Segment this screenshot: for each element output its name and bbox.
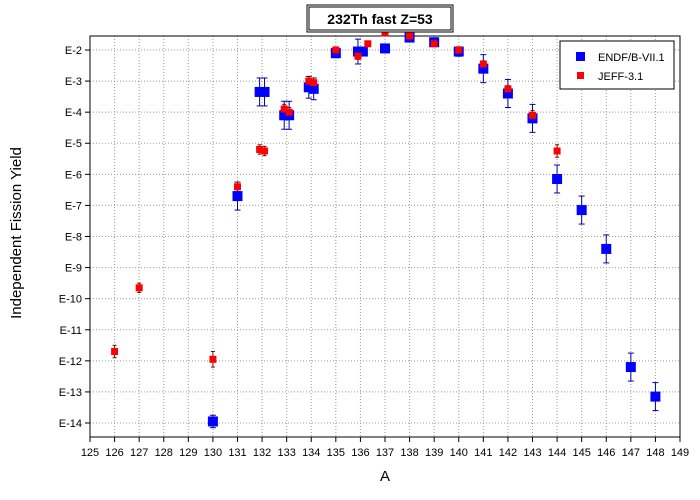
- x-tick-label: 147: [622, 447, 640, 459]
- legend-swatch-jeff: [577, 72, 584, 79]
- jeff-data-point: [256, 145, 264, 153]
- grid: [90, 36, 680, 437]
- x-tick-label: 125: [81, 447, 99, 459]
- y-tick-label: E-6: [65, 169, 82, 181]
- y-tick-label: E-8: [65, 232, 82, 244]
- jeff-data-point: [305, 77, 313, 85]
- endf-data-point: [650, 391, 661, 402]
- jeff-data-point: [364, 40, 372, 48]
- jeff-data-point: [111, 348, 119, 356]
- x-tick-label: 129: [179, 447, 197, 459]
- y-tick-label: E-2: [65, 45, 82, 57]
- legend-swatch-endf: [576, 52, 585, 61]
- x-tick-label: 142: [499, 447, 517, 459]
- jeff-data-point: [332, 46, 340, 54]
- legend-frame: [559, 40, 675, 90]
- endf-data-point: [576, 205, 587, 216]
- x-tick-label: 146: [597, 447, 615, 459]
- jeff-data-point: [406, 32, 414, 40]
- endf-data-point: [502, 88, 513, 99]
- x-tick-label: 130: [204, 447, 222, 459]
- y-tick-label: E-13: [59, 387, 82, 399]
- endf-data-point: [308, 83, 319, 94]
- y-axis-title: Independent Fission Yield: [8, 147, 25, 319]
- legend-label-jeff: JEFF-3.1: [598, 71, 643, 83]
- jeff-data-point: [455, 46, 463, 54]
- x-tick-label: 138: [400, 447, 418, 459]
- jeff-data-point: [479, 60, 487, 68]
- y-tick-label: E-14: [59, 418, 82, 430]
- endf-data-point: [380, 43, 390, 54]
- x-tick-label: 149: [671, 447, 689, 459]
- legend: ENDF/B-VII.1 JEFF-3.1: [559, 40, 675, 90]
- endf-data-point: [601, 243, 612, 254]
- x-tick-label: 136: [351, 447, 369, 459]
- x-tick-label: 144: [548, 447, 566, 459]
- endf-data-point: [207, 416, 218, 427]
- jeff-data-point: [430, 40, 438, 48]
- x-tick-label: 135: [327, 447, 345, 459]
- jeff-data-point: [553, 147, 561, 155]
- x-tick-label: 134: [302, 447, 320, 459]
- chart-title: 232Th fast Z=53: [327, 11, 433, 27]
- legend-label-endf: ENDF/B-VII.1: [598, 52, 665, 64]
- jeff-data-point: [285, 108, 293, 116]
- endf-data-point: [478, 63, 489, 74]
- y-tick-label: E-10: [59, 294, 82, 306]
- x-tick-label: 127: [130, 447, 148, 459]
- y-tick-label: E-7: [65, 200, 82, 212]
- chart-title-box: 232Th fast Z=53: [306, 4, 454, 33]
- x-tick-label: 126: [105, 447, 123, 459]
- jeff-data-point: [280, 105, 288, 113]
- title-inner-frame: [308, 6, 452, 31]
- jeff-data-point: [261, 147, 269, 155]
- endf-data-point: [552, 173, 563, 184]
- y-tick-label: E-11: [60, 325, 82, 337]
- jeff-data-point: [209, 355, 217, 363]
- jeff-data-point: [504, 85, 512, 93]
- data-markers: [111, 29, 661, 427]
- x-tick-label: 128: [155, 447, 173, 459]
- y-axis: E-2 E-3 E-4 E-5 E-6 E-7 E-8 E-9 E-10 E-11 E-12 E-13…: [59, 45, 90, 430]
- x-tick-label: 143: [523, 447, 541, 459]
- jeff-data-point: [381, 29, 389, 37]
- x-tick-label: 133: [277, 447, 295, 459]
- x-tick-label: 140: [450, 447, 468, 459]
- endf-data-point: [357, 46, 368, 57]
- x-tick-label: 141: [474, 447, 492, 459]
- x-tick-label: 145: [572, 447, 590, 459]
- jeff-data-point: [135, 284, 143, 292]
- x-tick-label: 132: [253, 447, 271, 459]
- endf-data-point: [625, 362, 636, 373]
- x-axis: 125 126 127 128 129 130 131 132 133 134 135 136 137 1…: [81, 437, 689, 459]
- y-tick-label: E-5: [65, 138, 82, 150]
- x-axis-title: A: [380, 468, 390, 485]
- title-frame: [306, 4, 454, 33]
- jeff-data-point: [529, 111, 536, 119]
- x-tick-label: 148: [646, 447, 664, 459]
- endf-data-point: [232, 191, 243, 202]
- x-tick-label: 139: [425, 447, 443, 459]
- x-tick-label: 137: [376, 447, 394, 459]
- endf-data-point: [259, 86, 270, 97]
- y-tick-label: E-12: [59, 356, 82, 368]
- y-tick-label: E-4: [65, 107, 82, 119]
- jeff-data-point: [234, 183, 241, 191]
- y-tick-label: E-3: [65, 76, 82, 88]
- jeff-data-point: [354, 52, 362, 60]
- x-tick-label: 131: [228, 447, 246, 459]
- jeff-data-point: [310, 79, 318, 87]
- y-tick-label: E-9: [65, 263, 82, 275]
